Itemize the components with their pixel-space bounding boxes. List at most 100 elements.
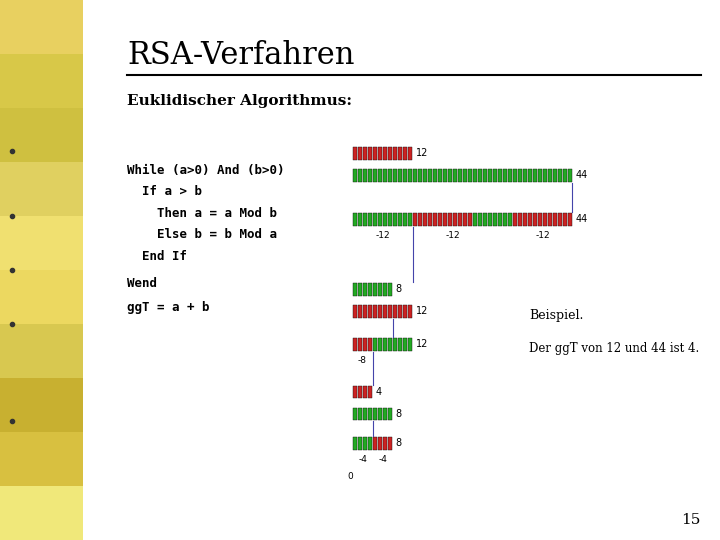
Bar	[473, 169, 477, 182]
Bar	[553, 169, 557, 182]
Bar	[473, 213, 477, 226]
Bar	[423, 213, 427, 226]
Bar	[428, 169, 432, 182]
Bar	[453, 213, 457, 226]
Bar	[373, 283, 377, 295]
Bar	[383, 338, 387, 351]
Bar	[358, 386, 362, 399]
Bar	[413, 169, 418, 182]
Bar	[392, 338, 397, 351]
Bar	[518, 213, 522, 226]
Bar	[408, 213, 413, 226]
Bar	[363, 338, 367, 351]
Bar	[538, 169, 542, 182]
Text: -4: -4	[378, 455, 387, 464]
Bar	[383, 408, 387, 421]
Bar	[523, 169, 527, 182]
Bar	[453, 169, 457, 182]
Bar	[388, 147, 392, 160]
Bar	[408, 169, 413, 182]
Bar	[378, 437, 382, 450]
Bar	[373, 437, 377, 450]
Bar	[373, 147, 377, 160]
Bar	[433, 169, 437, 182]
Bar	[433, 213, 437, 226]
Text: 44: 44	[575, 171, 588, 180]
Text: RSA-Verfahren: RSA-Verfahren	[127, 40, 355, 71]
Bar	[562, 213, 567, 226]
Bar	[368, 437, 372, 450]
Bar	[353, 169, 357, 182]
Bar	[553, 213, 557, 226]
Bar	[408, 305, 413, 318]
Bar	[392, 147, 397, 160]
Bar	[378, 147, 382, 160]
Bar	[373, 213, 377, 226]
Bar	[528, 213, 532, 226]
Bar	[383, 147, 387, 160]
Bar	[413, 213, 418, 226]
Bar	[408, 147, 413, 160]
Text: End If: End If	[127, 250, 187, 263]
Bar	[388, 213, 392, 226]
Bar	[538, 213, 542, 226]
Bar	[368, 408, 372, 421]
Bar	[508, 169, 512, 182]
Bar	[353, 283, 357, 295]
Bar	[388, 338, 392, 351]
Bar	[388, 408, 392, 421]
Bar	[358, 169, 362, 182]
Bar	[402, 338, 408, 351]
Text: -12: -12	[375, 232, 390, 240]
Text: -12: -12	[445, 232, 460, 240]
Bar	[383, 169, 387, 182]
Bar	[392, 169, 397, 182]
Bar	[408, 338, 413, 351]
Bar	[353, 213, 357, 226]
Text: 4: 4	[376, 387, 382, 397]
Bar	[458, 169, 462, 182]
Bar	[468, 213, 472, 226]
Bar	[463, 213, 467, 226]
Text: 12: 12	[415, 148, 428, 158]
Bar	[368, 386, 372, 399]
Bar	[492, 213, 498, 226]
Bar	[378, 408, 382, 421]
Text: While (a>0) And (b>0): While (a>0) And (b>0)	[127, 164, 285, 177]
Bar	[378, 305, 382, 318]
Bar	[567, 213, 572, 226]
Bar	[388, 437, 392, 450]
Bar	[368, 338, 372, 351]
Bar	[388, 283, 392, 295]
Bar	[438, 213, 442, 226]
Bar	[548, 213, 552, 226]
Bar	[363, 408, 367, 421]
Text: 8: 8	[396, 438, 402, 448]
Bar	[353, 386, 357, 399]
Bar	[448, 169, 452, 182]
Bar	[513, 169, 517, 182]
Bar	[558, 169, 562, 182]
Text: Wend: Wend	[127, 277, 158, 290]
Bar	[543, 169, 547, 182]
Bar	[543, 213, 547, 226]
Bar	[383, 437, 387, 450]
Bar	[368, 283, 372, 295]
Bar	[402, 305, 408, 318]
Bar	[418, 213, 423, 226]
Bar	[463, 169, 467, 182]
Bar	[518, 169, 522, 182]
Text: 8: 8	[396, 409, 402, 419]
Text: -4: -4	[358, 455, 367, 464]
Bar	[492, 169, 498, 182]
Bar	[373, 305, 377, 318]
Bar	[358, 408, 362, 421]
Bar	[383, 283, 387, 295]
Bar	[358, 147, 362, 160]
Bar	[558, 213, 562, 226]
Bar	[363, 386, 367, 399]
Bar	[402, 213, 408, 226]
Bar	[358, 283, 362, 295]
Bar	[443, 169, 447, 182]
Text: 12: 12	[415, 306, 428, 316]
